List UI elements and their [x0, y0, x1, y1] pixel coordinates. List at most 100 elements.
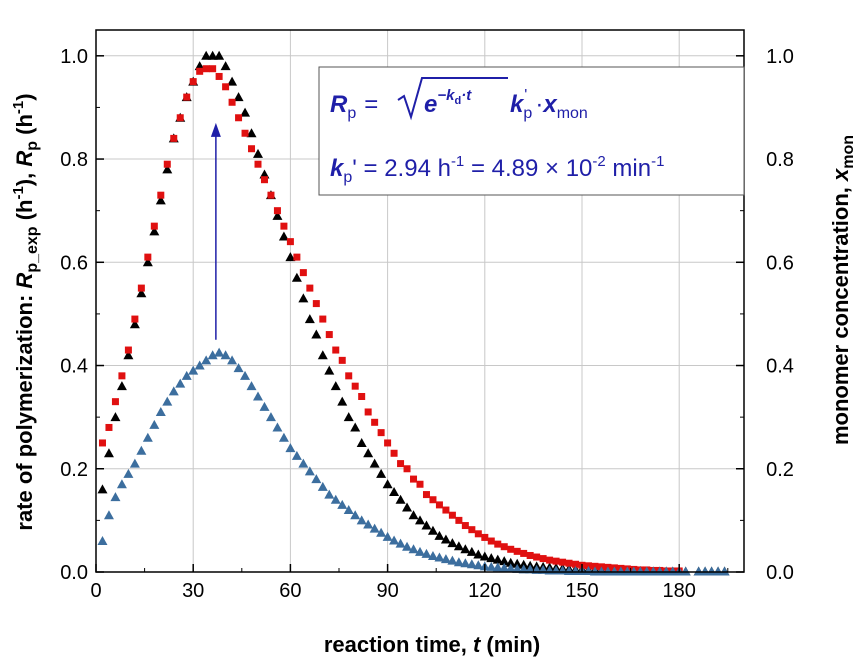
x-tick-label: 90: [376, 580, 398, 602]
eq1-exp-sup-tail: ·t: [461, 87, 472, 104]
data-point: [525, 564, 536, 574]
data-point: [129, 458, 140, 468]
plot-frame: [95, 29, 745, 573]
data-point: [364, 408, 372, 416]
sqrt-sign: [397, 77, 508, 121]
yr-sub: mon: [840, 135, 857, 169]
yl-sub1: p_exp: [24, 226, 41, 272]
data-point: [330, 494, 341, 504]
data-point: [209, 65, 217, 73]
data-point: [356, 515, 367, 525]
data-point: [492, 562, 503, 572]
data-point: [466, 559, 477, 569]
data-point: [505, 563, 516, 573]
x-tick-label: 60: [279, 580, 301, 602]
data-point: [233, 363, 244, 373]
data-point: [700, 566, 711, 576]
data-point: [345, 372, 353, 380]
equation-annotation: Rp = e−kd·t kp' ·xmon kp' = 2.94 h-1 = 4.8…: [318, 66, 745, 196]
data-point: [298, 458, 309, 468]
data-point: [278, 432, 289, 442]
y-tick-label-left: 0.8: [60, 149, 88, 171]
data-point: [175, 378, 186, 388]
data-point: [661, 566, 672, 576]
data-point: [343, 412, 354, 422]
data-point: [376, 527, 387, 537]
eq2-k-sub: p: [343, 169, 352, 186]
data-point: [254, 160, 262, 168]
data-point: [461, 522, 469, 530]
data-point: [507, 545, 515, 553]
data-point: [246, 381, 257, 391]
data-point: [552, 557, 560, 565]
data-point: [149, 419, 160, 429]
data-point: [207, 350, 218, 360]
data-point: [142, 257, 153, 267]
data-point: [98, 439, 106, 447]
data-point: [500, 543, 508, 551]
data-point: [395, 494, 406, 504]
data-point: [246, 128, 257, 138]
eq1-exp-base: e: [424, 91, 437, 118]
data-point: [435, 501, 443, 509]
data-point: [628, 566, 639, 576]
data-point: [259, 401, 270, 411]
eq2-sup2: -2: [592, 153, 605, 170]
eq2-k: k: [330, 155, 345, 182]
series-2: [97, 347, 730, 576]
eq1-equals: =: [364, 91, 378, 118]
data-point: [520, 549, 528, 557]
data-point: [622, 566, 633, 576]
data-point: [110, 412, 121, 422]
data-point: [410, 475, 418, 483]
data-point: [481, 533, 489, 541]
data-point: [240, 107, 251, 117]
data-point: [157, 191, 165, 199]
data-point: [350, 422, 361, 432]
data-point: [589, 566, 600, 576]
data-point: [363, 519, 374, 529]
yl-post: (h: [12, 114, 37, 141]
data-point: [408, 510, 419, 520]
data-point: [434, 530, 445, 540]
yr-var: x: [828, 168, 853, 182]
eq1-exp-sup-sub: d: [454, 95, 461, 107]
data-point: [272, 422, 283, 432]
data-point: [486, 561, 497, 571]
data-point: [591, 562, 599, 570]
y-tick-label-left: 0.0: [60, 562, 88, 584]
data-point: [227, 355, 238, 365]
data-point: [559, 558, 567, 566]
data-point: [440, 534, 451, 544]
eq1-k: k: [510, 91, 525, 118]
data-point: [358, 392, 366, 400]
data-point: [440, 554, 451, 564]
data-point: [337, 396, 348, 406]
data-point: [533, 553, 541, 561]
data-point: [512, 558, 523, 568]
data-point: [155, 195, 166, 205]
data-point: [526, 551, 534, 559]
data-point: [220, 350, 231, 360]
data-point: [163, 160, 171, 168]
data-point: [168, 386, 179, 396]
data-point: [494, 540, 502, 548]
data-point: [635, 566, 646, 576]
data-point: [207, 50, 218, 60]
yr-pre: monomer concentration,: [828, 181, 853, 445]
data-point: [395, 538, 406, 548]
data-point: [248, 145, 256, 153]
data-point: [479, 551, 490, 561]
data-point: [280, 222, 288, 230]
y-tick-label-right: 0.6: [766, 252, 794, 274]
yl-mid: (h: [12, 200, 37, 227]
data-point: [227, 76, 238, 86]
data-point: [460, 544, 471, 554]
data-point: [222, 83, 230, 91]
data-point: [330, 381, 341, 391]
data-point: [118, 372, 126, 380]
y-tick-label-left: 0.6: [60, 252, 88, 274]
data-point: [278, 231, 289, 241]
ticks: 0 30 60 90 120 150 180 0.0 0.0 0.2 0.2 0.4 0.4 0.6 0.6…: [60, 46, 794, 602]
x-axis-title: reaction time, t (min): [324, 632, 540, 657]
